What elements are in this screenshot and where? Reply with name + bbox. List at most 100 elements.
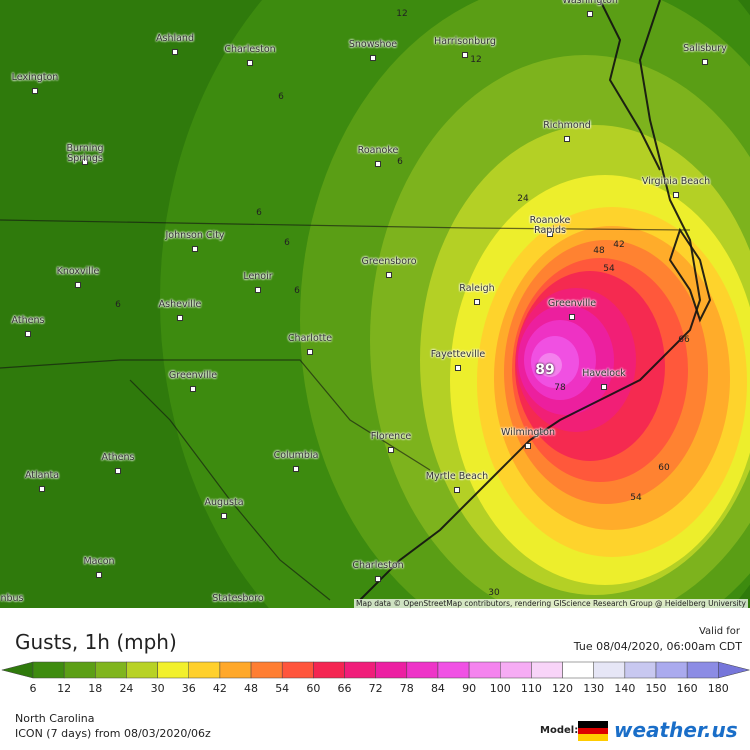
city-label: Salisbury — [683, 43, 727, 54]
contour-label: 12 — [470, 55, 482, 65]
city-label: Snowshoe — [348, 39, 398, 50]
city-dot — [370, 55, 376, 61]
legend-tick-label: 160 — [677, 682, 698, 695]
legend-tick-label: 66 — [338, 682, 352, 695]
legend-swatch — [375, 661, 408, 679]
city-label: Harrisonburg — [434, 36, 496, 47]
legend-tick-label: 100 — [490, 682, 511, 695]
city-label: Charleston — [224, 44, 276, 55]
legend: 6 12 18 24 30 36 42 48 54 60 66 72 78 84 90 100 110 120 13… — [1, 661, 750, 695]
legend-tick-label: 84 — [431, 682, 445, 695]
city-label: Knoxville — [56, 266, 100, 277]
city-dot — [39, 486, 45, 492]
city-dot — [96, 572, 102, 578]
legend-swatch — [63, 661, 96, 679]
contour-label: 6 — [397, 157, 403, 167]
city-dot — [474, 299, 480, 305]
border-line — [668, 227, 712, 323]
legend-tick-label: 36 — [182, 682, 196, 695]
legend-swatch — [188, 661, 221, 679]
city-label: Macon — [83, 556, 115, 567]
city-label: Ashland — [156, 33, 194, 44]
city-label: Havelock — [582, 368, 626, 379]
attribution: Map data © OpenStreetMap contributors, r… — [354, 599, 748, 608]
legend-tick-label: 78 — [400, 682, 414, 695]
legend-tick-label: 60 — [306, 682, 320, 695]
legend-swatch — [531, 661, 563, 679]
city-label: nbus — [0, 593, 24, 604]
contour-label: 60 — [658, 463, 670, 473]
legend-swatch — [126, 661, 158, 679]
city-label: Augusta — [204, 497, 244, 508]
model-label: Model: — [540, 725, 579, 736]
map: Map data © OpenStreetMap contributors, r… — [0, 0, 750, 608]
border-line — [0, 219, 691, 231]
legend-tick-label: 42 — [213, 682, 227, 695]
contour-label: 6 — [115, 300, 121, 310]
city-dot — [293, 466, 299, 472]
city-dot — [569, 314, 575, 320]
city-dot — [190, 386, 196, 392]
contour-label: 42 — [613, 240, 625, 250]
city-dot — [307, 349, 313, 355]
border-line — [129, 379, 331, 601]
city-label: Atlanta — [24, 470, 60, 481]
city-label: Raleigh — [459, 283, 495, 294]
city-dot — [32, 88, 38, 94]
legend-tick-label: 120 — [552, 682, 573, 695]
contour-label: 24 — [517, 194, 529, 204]
map-shading — [0, 0, 750, 608]
legend-swatch — [562, 661, 594, 679]
legend-tick-label: 72 — [369, 682, 383, 695]
title: Gusts, 1h (mph) — [15, 630, 177, 654]
contour-label: 54 — [603, 264, 615, 274]
legend-tick-label: 110 — [521, 682, 542, 695]
city-dot — [375, 161, 381, 167]
contour-label: 48 — [593, 246, 605, 256]
city-dot — [564, 136, 570, 142]
legend-swatch — [95, 661, 127, 679]
legend-tick-label: 18 — [88, 682, 102, 695]
legend-arrow-left — [1, 661, 34, 679]
city-dot — [587, 11, 593, 17]
legend-tick-label: 12 — [57, 682, 71, 695]
city-dot — [177, 315, 183, 321]
city-dot — [255, 287, 261, 293]
city-label: Charleston — [352, 560, 404, 571]
legend-tick-label: 150 — [646, 682, 667, 695]
city-label: Columbia — [273, 450, 319, 461]
city-label: Greenville — [168, 370, 218, 381]
legend-swatch — [32, 661, 65, 679]
city-label: Lenoir — [243, 271, 273, 282]
legend-tick-label: 6 — [30, 682, 37, 695]
city-label: Greenville — [547, 298, 597, 309]
legend-tick-label: 180 — [708, 682, 729, 695]
german-flag — [578, 721, 608, 741]
legend-swatch — [406, 661, 439, 679]
city-dot — [192, 246, 198, 252]
legend-tick-label: 48 — [244, 682, 258, 695]
city-dot — [388, 447, 394, 453]
legend-swatch — [313, 661, 345, 679]
legend-swatch — [468, 661, 501, 679]
city-label: Asheville — [158, 299, 202, 310]
legend-tick-label: 130 — [583, 682, 604, 695]
contour-label: 6 — [294, 286, 300, 296]
border-line — [359, 0, 702, 601]
contour-label: 89 — [535, 362, 555, 378]
city-dot — [115, 468, 121, 474]
city-label: Washington — [562, 0, 618, 6]
city-label: Lexington — [11, 72, 59, 83]
city-label: Roanoke Rapids — [529, 215, 571, 236]
city-dot — [221, 513, 227, 519]
city-label: Roanoke — [357, 145, 399, 156]
contour-label: 30 — [488, 588, 500, 598]
contour-label: 6 — [278, 92, 284, 102]
legend-swatch — [624, 661, 657, 679]
city-dot — [25, 331, 31, 337]
city-dot — [547, 231, 553, 237]
region: North Carolina — [15, 712, 95, 725]
city-dot — [75, 282, 81, 288]
legend-tick-label: 24 — [119, 682, 133, 695]
